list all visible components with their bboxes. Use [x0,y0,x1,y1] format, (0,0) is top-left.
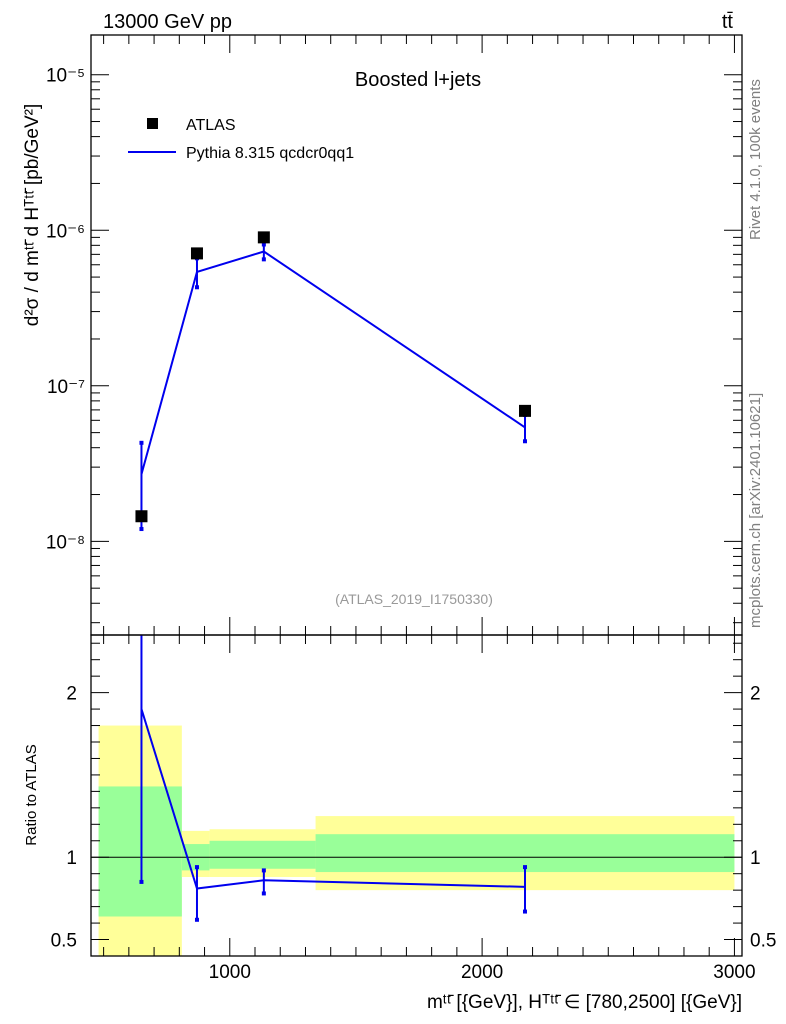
ratio-bands [98,725,735,956]
pythia-error-cap [139,440,144,445]
ratio-plot-marks [91,635,742,922]
pythia-error-cap [261,242,266,247]
ratio-axis-ticks: 1000 2000 3000 0.5 0.5 1 1 2 2 [51,635,776,983]
ratio-green-band [209,840,316,869]
ratio-y-tick-label-left: 2 [66,684,77,705]
main-y-tick-label: 10⁻⁶ [46,221,85,242]
pythia-error-cap [261,257,266,262]
ratio-error-cap [523,909,527,914]
atlas-data-point [519,404,531,417]
ratio-error-cap [139,879,144,884]
source-label: mcplots.cern.ch [arXiv:2401.10621] [747,393,764,628]
process-label: tt̄ [722,11,734,33]
ratio-series-line [140,708,526,890]
ratio-green-band [98,786,182,917]
legend-atlas-label: ATLAS [186,117,236,134]
x-tick-label: 1000 [209,962,251,983]
pythia-error-cap [139,527,144,532]
ratio-y-tick-label-left: 1 [66,848,77,869]
atlas-data-point [257,231,270,244]
ratio-error-cap [194,917,199,922]
pythia-series-line [140,250,526,475]
ratio-error-cap [261,868,266,873]
x-tick-label: 3000 [713,962,755,983]
atlas-data-point [190,247,203,260]
main-y-tick-label: 10⁻⁷ [47,377,85,398]
ratio-y-axis-label: Ratio to ATLAS [23,744,40,845]
ratio-y-tick-label-right: 1 [750,848,761,869]
x-axis-label: mᵗᵗ̄ [{GeV}], Hᵀᵗᵗ̄ ∈ [780,2500] [{GeV}] [427,992,742,1013]
main-axis-ticks: 10⁻⁸ 10⁻⁷ 10⁻⁶ 10⁻⁵ [46,35,742,635]
chart-title: Boosted l+jets [355,69,481,91]
pythia-error-cap [194,285,199,290]
ratio-panel-frame [90,634,743,957]
ratio-error-cap [261,891,266,896]
ratio-y-tick-label-right: 2 [750,684,761,705]
x-tick-label: 2000 [461,962,503,983]
energy-label: 13000 GeV pp [103,11,232,33]
ratio-error-cap [194,865,199,870]
main-plot-marks [135,231,531,532]
legend-pythia-label: Pythia 8.315 qcdcr0qq1 [186,145,354,162]
pythia-error-cap [523,439,527,444]
atlas-data-point [135,510,148,523]
main-y-axis-label: d²σ / d mᵗᵗ̄ d Hᵀᵗᵗ̄ [pb/GeV²] [22,104,43,327]
main-y-tick-label: 10⁻⁵ [46,66,85,87]
rivet-label: Rivet 4.1.0, 100k events [747,79,764,240]
ratio-error-cap [523,865,527,870]
analysis-label: (ATLAS_2019_I1750330) [335,591,493,607]
ratio-y-tick-label-left: 0.5 [51,931,77,952]
ratio-y-tick-label-right: 0.5 [750,931,776,952]
main-y-tick-label: 10⁻⁸ [46,532,85,553]
legend-atlas-marker [147,118,158,129]
